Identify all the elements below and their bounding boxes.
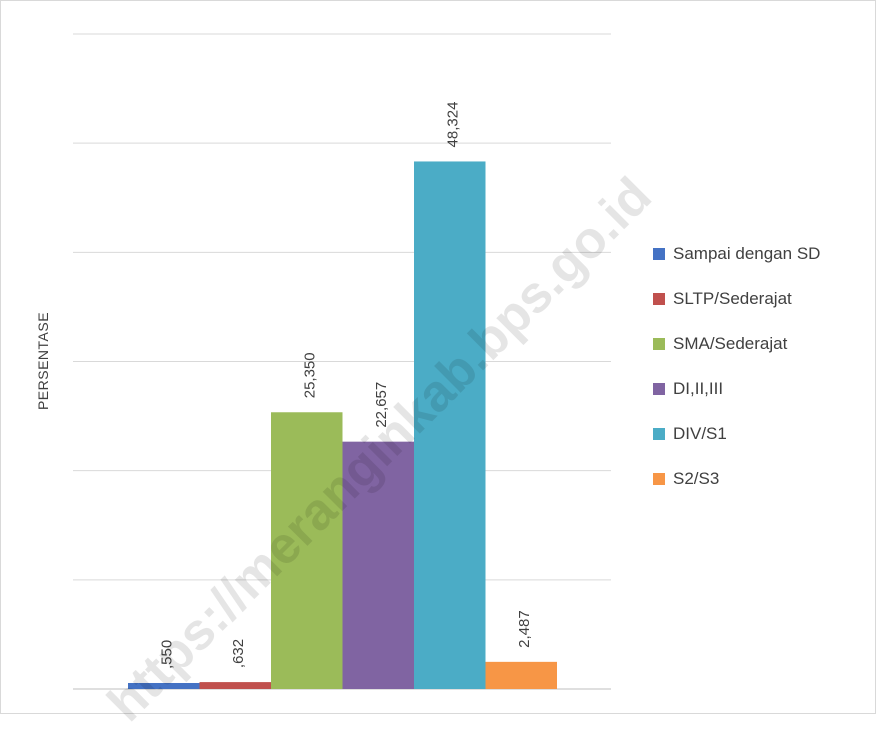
legend-label: DIV/S1 [673, 423, 727, 443]
data-label: 48,324 [445, 102, 462, 148]
legend-entry: SMA/Sederajat [653, 321, 820, 366]
legend-swatch [653, 472, 665, 485]
legend-label: Sampai dengan SD [673, 243, 821, 263]
bar [342, 441, 414, 689]
data-label: ,632 [230, 639, 247, 668]
bar [414, 161, 486, 689]
y-axis-title: PERSENTASE [35, 311, 51, 411]
legend-swatch [653, 427, 665, 440]
bar-chart: ,550 ,632 25,350 22,657 48,324 2,487 [73, 33, 611, 690]
legend-label: SLTP/Sederajat [673, 288, 792, 308]
legend-entry: SLTP/Sederajat [653, 276, 820, 321]
legend-label: SMA/Sederajat [673, 333, 788, 353]
bar [199, 682, 271, 689]
bar [485, 661, 557, 689]
legend-swatch [653, 247, 665, 260]
legend-swatch [653, 382, 665, 395]
data-labels: ,550 ,632 25,350 22,657 48,324 2,487 [159, 102, 534, 669]
legend-entry: DIV/S1 [653, 411, 820, 456]
legend-swatch [653, 337, 665, 350]
bars [128, 161, 557, 689]
legend-label: S2/S3 [673, 468, 720, 488]
legend: Sampai dengan SD SLTP/Sederajat SMA/Sedera… [653, 231, 820, 501]
legend-entry: S2/S3 [653, 456, 820, 501]
data-label: 2,487 [516, 610, 533, 648]
legend-swatch [653, 292, 665, 305]
bar [128, 682, 200, 689]
data-label: 25,350 [302, 352, 319, 398]
legend-entry: DI,II,III [653, 366, 820, 411]
data-label: 22,657 [373, 382, 390, 428]
data-label: ,550 [159, 640, 176, 669]
bar [271, 412, 343, 689]
legend-entry: Sampai dengan SD [653, 231, 820, 276]
legend-label: DI,II,III [673, 378, 724, 398]
